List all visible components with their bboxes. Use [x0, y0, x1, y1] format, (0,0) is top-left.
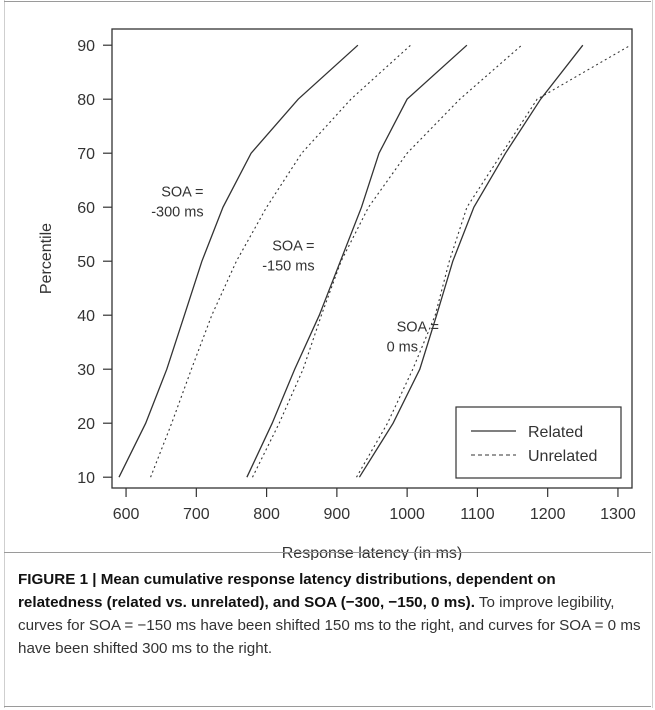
caption-bold: FIGURE 1 | Mean cumulative response late…	[18, 571, 556, 611]
legend-unrelated-label: Unrelated	[528, 448, 597, 465]
top-rule	[4, 1, 651, 2]
soa-label-line2: -300 ms	[151, 204, 203, 220]
figure-caption: FIGURE 1 | Mean cumulative response late…	[18, 568, 643, 660]
y-tick-label: 40	[77, 308, 95, 325]
series-related-soa-2	[246, 44, 468, 478]
y-tick-label: 80	[77, 92, 95, 109]
y-tick-label: 70	[77, 146, 95, 163]
caption-text: To improve legibility, curves for SOA = …	[18, 594, 641, 657]
legend-box	[455, 406, 622, 479]
x-tick-label: 1300	[600, 506, 636, 523]
series-related-soa-1	[118, 44, 359, 478]
soa-label-line1: SOA =	[161, 184, 203, 200]
y-tick-label: 20	[77, 416, 95, 433]
x-tick-label: 800	[253, 506, 280, 523]
series-related-soa-3	[358, 44, 584, 478]
y-tick-label: 10	[77, 470, 95, 487]
y-tick-label: 50	[77, 254, 95, 271]
x-tick-label: 1000	[389, 506, 425, 523]
soa-label-line1: SOA =	[272, 238, 314, 254]
y-axis-label: Percentile	[38, 223, 55, 294]
y-tick-label: 60	[77, 200, 95, 217]
soa-label-line1: SOA =	[397, 319, 439, 335]
x-tick-label: 1200	[530, 506, 566, 523]
y-tick-label: 90	[77, 38, 95, 55]
figure-frame	[4, 0, 653, 708]
x-tick-label: 700	[183, 506, 210, 523]
response-latency-chart: 600 700 800 900 1000 1100 1200 1300 10 20 30 40 50 60…	[38, 28, 636, 560]
series-unrelated-soa-2	[252, 44, 523, 478]
x-tick-label: 900	[324, 506, 351, 523]
y-tick-label: 30	[77, 362, 95, 379]
legend-related-label: Related	[528, 424, 583, 441]
bottom-rule	[4, 706, 651, 707]
soa-label-line2: 0 ms	[387, 339, 418, 355]
series-unrelated-soa-3	[356, 44, 631, 478]
plot-frame	[111, 28, 633, 489]
x-tick-label: 600	[113, 506, 140, 523]
caption-divider	[4, 552, 651, 553]
soa-label-line2: -150 ms	[262, 258, 314, 274]
x-tick-label: 1100	[460, 506, 495, 523]
